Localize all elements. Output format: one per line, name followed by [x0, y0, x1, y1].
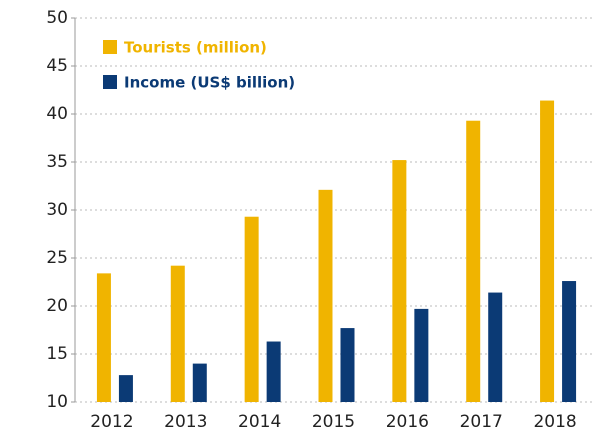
x-tick-label: 2015 [312, 412, 355, 432]
bar [540, 100, 555, 402]
bar [192, 363, 207, 402]
bar [244, 216, 259, 402]
bar [488, 292, 503, 402]
x-tick-label: 2016 [386, 412, 429, 432]
legend-swatch [103, 75, 117, 89]
bar [170, 265, 185, 402]
bar [96, 273, 111, 402]
bar [392, 160, 407, 402]
bar [266, 341, 281, 402]
y-tick-label: 30 [46, 200, 68, 220]
bar [340, 328, 355, 402]
y-tick-label: 35 [46, 152, 68, 172]
legend-label: Income (US$ billion) [124, 74, 295, 92]
y-tick-label: 40 [46, 104, 68, 124]
bar [562, 281, 577, 402]
bar [318, 189, 333, 402]
x-tick-label: 2014 [238, 412, 281, 432]
bar [414, 308, 429, 402]
y-tick-label: 45 [46, 56, 68, 76]
y-tick-label: 20 [46, 296, 68, 316]
x-tick-label: 2018 [533, 412, 576, 432]
x-tick-label: 2017 [460, 412, 503, 432]
x-tick-label: 2012 [90, 412, 133, 432]
bar [118, 375, 133, 402]
x-tick-label: 2013 [164, 412, 207, 432]
y-tick-label: 10 [46, 392, 68, 412]
y-tick-label: 15 [46, 344, 68, 364]
legend-label: Tourists (million) [124, 39, 267, 57]
y-tick-label: 50 [46, 8, 68, 28]
y-tick-label: 25 [46, 248, 68, 268]
bar [466, 120, 481, 402]
legend-swatch [103, 40, 117, 54]
